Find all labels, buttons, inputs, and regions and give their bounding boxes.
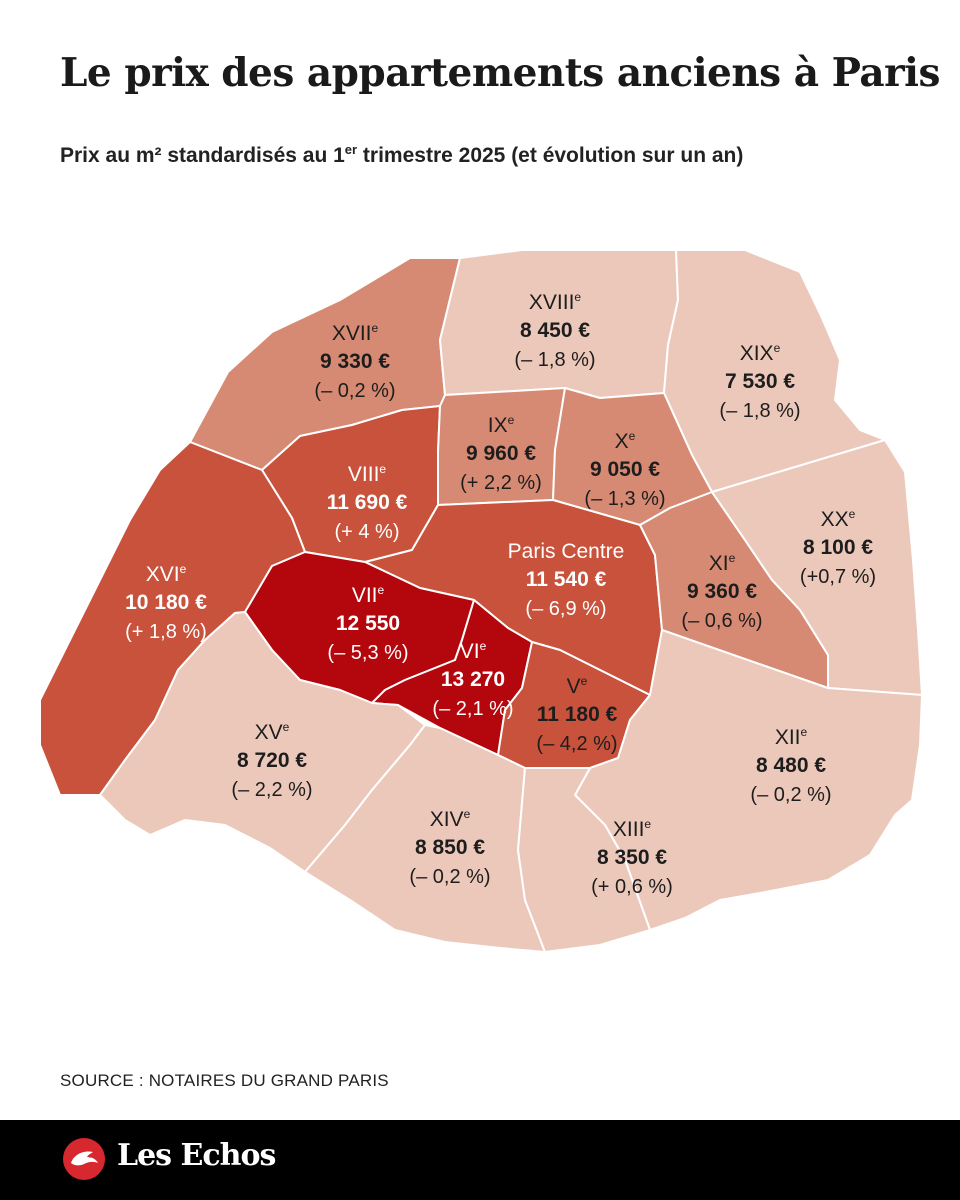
label-xvii: XVIIe 9 330 € (– 0,2 %): [314, 321, 395, 402]
region-change: (– 0,2 %): [314, 380, 395, 402]
region-change: (+ 2,2 %): [460, 472, 542, 494]
region-change: (– 1,8 %): [514, 349, 595, 371]
region-change: (– 5,3 %): [327, 642, 408, 664]
region-price: 11 180 €: [537, 703, 618, 726]
brand-name: Les Echos: [117, 1138, 276, 1173]
label-xi: XIe 9 360 € (– 0,6 %): [681, 551, 762, 632]
region-xiv[interactable]: [304, 724, 546, 953]
region-price: 9 050 €: [590, 458, 660, 481]
region-price: 11 690 €: [327, 491, 408, 514]
region-price: 8 450 €: [520, 319, 590, 342]
region-change: (– 4,2 %): [536, 733, 617, 755]
region-change: (– 0,2 %): [750, 784, 831, 806]
region-price: 8 350 €: [597, 846, 667, 869]
region-name: VIIe: [352, 583, 385, 607]
region-price: 9 330 €: [320, 350, 390, 373]
region-name: XIe: [709, 551, 736, 575]
region-price: 8 850 €: [415, 836, 485, 859]
label-viii: VIIIe 11 690 € (+ 4 %): [327, 462, 408, 543]
region-name: VIIIe: [348, 462, 387, 486]
region-name: XIIIe: [613, 817, 652, 841]
label-xx: XXe 8 100 € (+0,7 %): [800, 507, 876, 588]
page-title: Le prix des appartements anciens à Paris: [60, 50, 940, 96]
region-change: (+ 4 %): [334, 521, 399, 543]
region-price: 10 180 €: [125, 591, 207, 614]
region-change: (+ 0,6 %): [591, 876, 673, 898]
region-name: XVIe: [146, 562, 187, 586]
region-name: Paris Centre: [508, 540, 625, 563]
region-name: XIIe: [775, 725, 808, 749]
subtitle: Prix au m² standardisés au 1er trimestre…: [60, 142, 744, 167]
region-name: XVe: [255, 720, 290, 744]
region-name: IXe: [488, 413, 515, 437]
label-v: Ve 11 180 € (– 4,2 %): [536, 674, 617, 755]
region-xix[interactable]: [663, 249, 886, 493]
region-change: (+0,7 %): [800, 566, 876, 588]
label-xii: XIIe 8 480 € (– 0,2 %): [750, 725, 831, 806]
region-change: (– 2,1 %): [432, 698, 513, 720]
label-vii: VIIe 12 550 (– 5,3 %): [327, 583, 408, 664]
source-note: SOURCE : NOTAIRES DU GRAND PARIS: [60, 1071, 389, 1090]
region-change: (+ 1,8 %): [125, 621, 207, 643]
region-name: VIe: [460, 639, 487, 663]
region-name: XIXe: [740, 341, 781, 365]
region-price: 11 540 €: [526, 568, 607, 591]
region-labels: XVIIe 9 330 € (– 0,2 %) XVIIIe 8 450 € (– 1,…: [125, 290, 876, 898]
label-xvi: XVIe 10 180 € (+ 1,8 %): [125, 562, 207, 643]
region-price: 7 530 €: [725, 370, 795, 393]
region-price: 8 720 €: [237, 749, 307, 772]
region-name: XVIIe: [332, 321, 379, 345]
les-echos-logo-icon: [63, 1138, 105, 1180]
label-ix: IXe 9 960 € (+ 2,2 %): [460, 413, 542, 494]
region-price: 8 100 €: [803, 536, 873, 559]
label-xiv: XIVe 8 850 € (– 0,2 %): [409, 807, 490, 888]
region-price: 9 960 €: [466, 442, 536, 465]
region-name: Xe: [615, 429, 636, 453]
label-xv: XVe 8 720 € (– 2,2 %): [231, 720, 312, 801]
label-xviii: XVIIIe 8 450 € (– 1,8 %): [514, 290, 595, 371]
region-change: (– 0,2 %): [409, 866, 490, 888]
region-change: (– 2,2 %): [231, 779, 312, 801]
label-x: Xe 9 050 € (– 1,3 %): [584, 429, 665, 510]
footer-bar: Les Echos: [0, 1120, 960, 1200]
region-price: 8 480 €: [756, 754, 826, 777]
region-name: XVIIIe: [529, 290, 582, 314]
region-name: XXe: [821, 507, 856, 531]
region-change: (– 6,9 %): [525, 598, 606, 620]
region-name: Ve: [567, 674, 588, 698]
region-price: 13 270: [441, 668, 505, 691]
label-vi: VIe 13 270 (– 2,1 %): [432, 639, 513, 720]
label-xix: XIXe 7 530 € (– 1,8 %): [719, 341, 800, 422]
region-xv[interactable]: [99, 611, 426, 873]
region-change: (– 0,6 %): [681, 610, 762, 632]
region-change: (– 1,8 %): [719, 400, 800, 422]
region-xiii[interactable]: [517, 767, 651, 953]
label-paris-centre: Paris Centre 11 540 € (– 6,9 %): [508, 540, 625, 620]
label-xiii: XIIIe 8 350 € (+ 0,6 %): [591, 817, 673, 898]
region-name: XIVe: [430, 807, 471, 831]
map-regions: [39, 249, 923, 953]
region-price: 12 550: [336, 612, 400, 635]
region-price: 9 360 €: [687, 580, 757, 603]
region-change: (– 1,3 %): [584, 488, 665, 510]
